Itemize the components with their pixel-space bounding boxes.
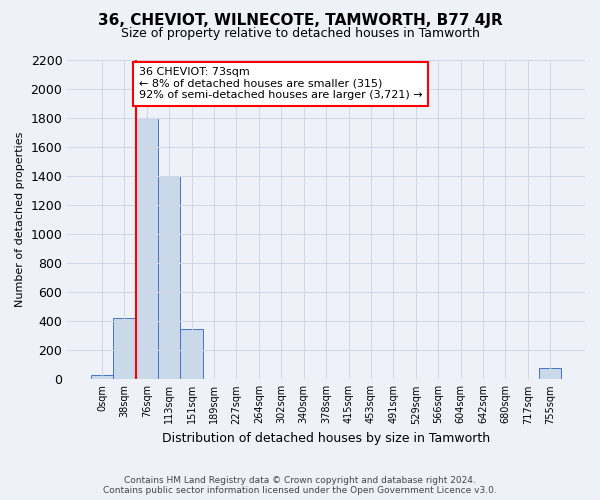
Bar — [113, 318, 136, 380]
Text: Size of property relative to detached houses in Tamworth: Size of property relative to detached ho… — [121, 28, 479, 40]
Text: 36 CHEVIOT: 73sqm
← 8% of detached houses are smaller (315)
92% of semi-detached: 36 CHEVIOT: 73sqm ← 8% of detached house… — [139, 68, 422, 100]
Bar — [91, 375, 113, 380]
Bar — [539, 368, 562, 380]
Bar — [158, 176, 181, 380]
Text: Contains HM Land Registry data © Crown copyright and database right 2024.
Contai: Contains HM Land Registry data © Crown c… — [103, 476, 497, 495]
X-axis label: Distribution of detached houses by size in Tamworth: Distribution of detached houses by size … — [162, 432, 490, 445]
Y-axis label: Number of detached properties: Number of detached properties — [15, 132, 25, 308]
Bar — [181, 328, 203, 380]
Text: 36, CHEVIOT, WILNECOTE, TAMWORTH, B77 4JR: 36, CHEVIOT, WILNECOTE, TAMWORTH, B77 4J… — [98, 12, 502, 28]
Bar — [136, 118, 158, 380]
